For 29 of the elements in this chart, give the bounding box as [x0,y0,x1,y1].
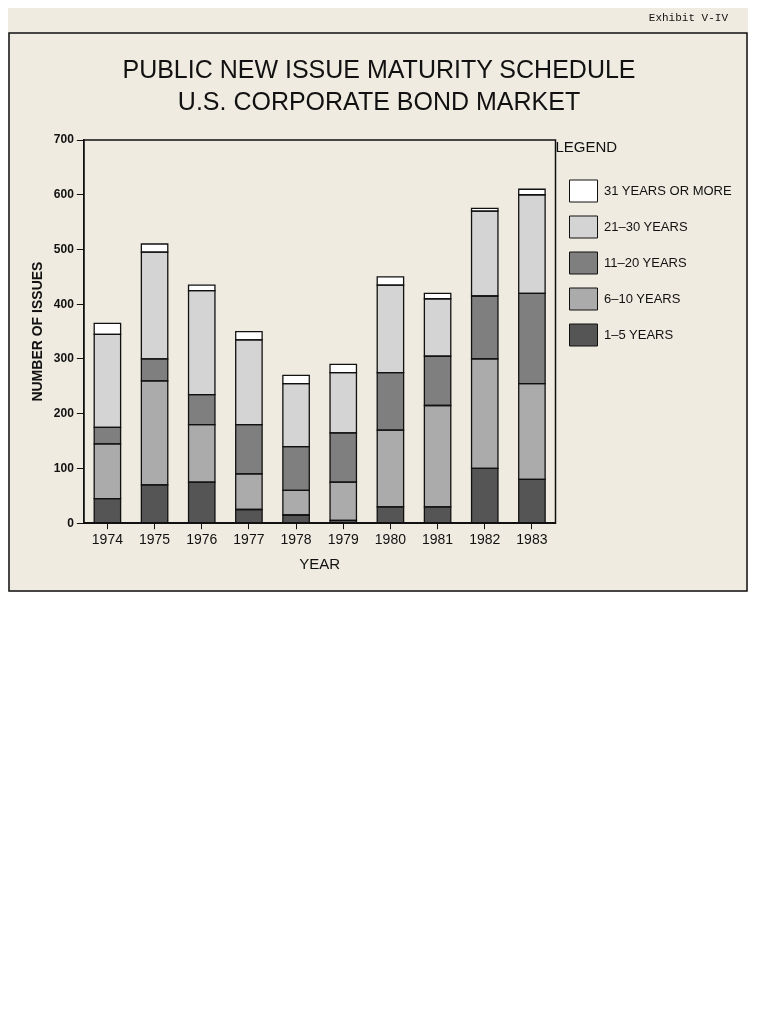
legend-label: 11–20 YEARS [604,254,687,270]
legend-label: 31 YEARS OR MORE [604,182,732,198]
x-axis-title: YEAR [299,555,341,573]
y-tick-label: 300 [53,351,75,366]
legend-label: 21–30 YEARS [604,218,688,234]
x-tick-label: 1982 [469,531,501,548]
x-tick-label: 1974 [91,531,124,548]
x-tick-label: 1976 [186,531,218,548]
x-tick-label: 1979 [327,531,360,548]
legend-label: 6–10 YEARS [604,290,681,306]
legend-label: 1–5 YEARS [604,326,674,342]
x-tick-label: 1983 [516,531,548,548]
x-tick-label: 1978 [280,531,312,548]
legend-title: LEGEND [555,137,618,155]
text: Exhibit V-IV [647,11,729,26]
y-tick-label: 500 [53,241,75,256]
x-tick-label: 1975 [139,531,171,548]
y-tick-label: 0 [67,515,75,530]
x-tick-label: 1981 [422,531,454,548]
y-tick-label: 200 [53,406,75,421]
y-tick-label: 600 [53,187,75,202]
chart-title: PUBLIC NEW ISSUE MATURITY SCHEDULE [122,54,636,83]
y-tick-label: 700 [53,132,75,147]
y-axis-title: NUMBER OF ISSUES [29,261,46,402]
x-tick-label: 1977 [233,531,265,548]
chart-subtitle: U.S. CORPORATE BOND MARKET [177,86,581,115]
y-tick-label: 100 [53,460,75,475]
x-tick-label: 1980 [374,531,407,548]
y-tick-label: 400 [53,296,75,311]
